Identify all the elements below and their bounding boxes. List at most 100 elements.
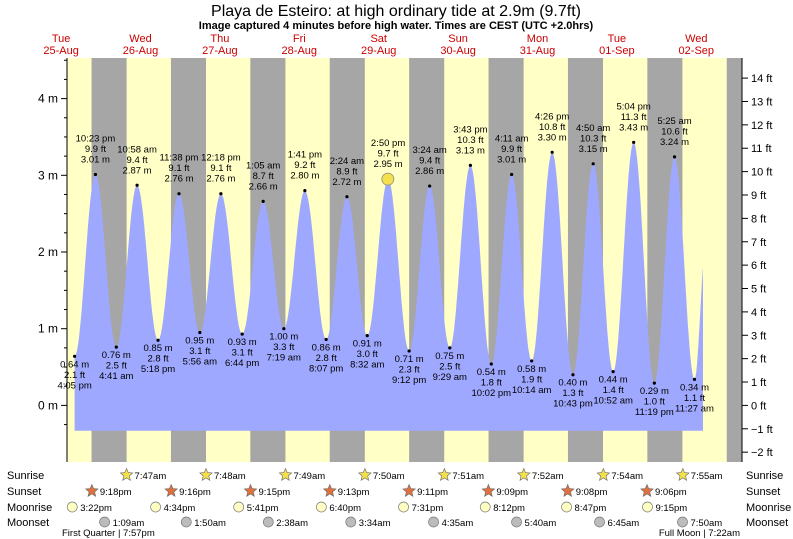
sunset-icon [164, 483, 179, 497]
moonrise-time: 5:41pm [247, 503, 279, 514]
moonrise-icon [233, 501, 245, 513]
event-row-labels: Sunrise Sunset Moonrise Moonset Sunrise … [7, 470, 791, 529]
sunset-icon [84, 483, 99, 497]
high-tide-label: 10:23 pm [76, 134, 116, 145]
low-tide-label: 10:52 am [593, 396, 633, 407]
high-tide-label: 2.76 m [206, 174, 235, 185]
sunset-time: 9:13pm [338, 487, 370, 498]
right-tick-label: −1 ft [751, 424, 773, 436]
sunrise-time: 7:54am [611, 471, 643, 482]
sunset-icon [322, 483, 337, 497]
sunrise-icon [437, 467, 452, 481]
high-tide-label: 5:25 am [657, 116, 691, 127]
low-tide-label: 8:32 am [350, 360, 384, 371]
day-date-label: 29-Aug [361, 45, 396, 57]
right-tick-label: 7 ft [751, 237, 766, 249]
sunrise-time: 7:52am [532, 471, 564, 482]
moonrise-icon [479, 501, 491, 513]
low-tide-point [407, 349, 411, 353]
moonrise-icon [642, 501, 653, 513]
high-tide-label: 9.9 ft [501, 144, 522, 155]
high-tide-label: 9.1 ft [168, 163, 189, 174]
high-tide-label: 9.4 ft [127, 155, 148, 166]
low-tide-label: 0.64 m [60, 359, 89, 370]
low-tide-label: 0.86 m [312, 342, 341, 353]
high-tide-label: 3.30 m [538, 132, 567, 143]
high-tide-label: 2.95 m [374, 159, 403, 170]
low-tide-label: 0.58 m [517, 364, 546, 375]
low-tide-label: 2.5 ft [439, 361, 460, 372]
sunrise-label-left: Sunrise [7, 470, 44, 482]
right-tick-label: 9 ft [751, 190, 766, 202]
right-tick-label: 0 ft [751, 400, 766, 412]
right-tick-label: 12 ft [751, 120, 772, 132]
high-tide-label: 4:26 pm [535, 111, 569, 122]
low-tide-label: 10:02 pm [471, 388, 511, 399]
current-tide-marker [381, 172, 395, 186]
day-labels: Tue25-AugWed26-AugThu27-AugFri28-AugSat2… [43, 33, 714, 57]
high-tide-point [428, 184, 432, 188]
high-tide-label: 2.72 m [332, 177, 361, 188]
moonset-label-right: Moonset [746, 517, 788, 529]
high-tide-label: 1:05 am [246, 160, 280, 171]
low-tide-label: 9:12 pm [392, 375, 426, 386]
low-tide-label: 11:27 am [675, 403, 714, 414]
low-tide-point [198, 330, 202, 335]
low-tide-label: 0.93 m [228, 337, 257, 348]
moonrise-icon [398, 501, 409, 513]
right-tick-label: 5 ft [751, 284, 766, 296]
high-tide-label: 5:04 pm [616, 101, 650, 112]
low-tide-point [156, 338, 160, 342]
low-tide-label: 6:44 pm [225, 358, 259, 369]
low-tide-label: 0.85 m [144, 343, 173, 354]
high-tide-point [135, 183, 139, 187]
high-tide-label: 4:11 am [495, 134, 529, 145]
day-date-label: 02-Sep [679, 45, 714, 57]
low-tide-label: 0.44 m [599, 375, 628, 386]
sunset-icon [640, 483, 654, 497]
chart-title: Playa de Esteiro: at high ordinary tide … [211, 3, 581, 20]
day-name-label: Sat [370, 33, 387, 45]
high-tide-label: 12:18 pm [201, 153, 241, 164]
high-tide-label: 3.24 m [660, 137, 689, 148]
moonset-icon [511, 516, 522, 528]
high-tide-label: 2.80 m [290, 171, 319, 182]
low-tide-point [240, 332, 244, 336]
high-tide-label: 10.3 ft [580, 133, 607, 144]
moonrise-time: 8:47pm [575, 503, 607, 514]
sunrise-time: 7:49am [293, 471, 325, 482]
day-name-label: Fri [293, 33, 306, 45]
high-tide-label: 3.43 m [619, 122, 648, 133]
sunset-time: 9:16pm [179, 487, 211, 498]
low-tide-label: 0.95 m [185, 336, 214, 347]
day-name-label: Wed [685, 33, 707, 45]
moonset-icon [99, 516, 110, 528]
high-tide-label: 2.66 m [249, 181, 278, 192]
night-band [726, 58, 742, 462]
day-name-label: Mon [527, 33, 548, 45]
high-tide-point [345, 195, 349, 199]
low-tide-label: 10:14 am [512, 385, 552, 396]
high-tide-label: 8.7 ft [253, 171, 274, 182]
moonset-icon [262, 516, 274, 528]
right-tick-label: 14 ft [751, 73, 772, 85]
left-tick-label: 4 m [38, 92, 58, 106]
sunrise-time: 7:50am [373, 471, 405, 482]
moonset-icon [345, 516, 357, 528]
moonset-icon [428, 516, 439, 528]
day-date-label: 31-Aug [520, 45, 555, 57]
high-tide-label: 10:58 am [117, 144, 157, 155]
left-axis-ticks: 4 m 3 m 2 m 1 m 0 m [38, 59, 67, 426]
moonrise-icon [561, 501, 572, 513]
day-date-label: 26-Aug [123, 45, 158, 57]
high-tide-label: 2:50 pm [371, 138, 405, 149]
moonrise-label-left: Moonrise [7, 502, 52, 514]
high-tide-label: 11.3 ft [621, 112, 647, 123]
right-tick-label: 13 ft [751, 96, 772, 108]
high-tide-label: 10.6 ft [661, 126, 688, 137]
high-tide-point [510, 172, 514, 177]
right-tick-label: 3 ft [751, 330, 766, 342]
low-tide-label: 0.71 m [395, 354, 424, 365]
low-tide-point [692, 377, 697, 381]
high-tide-label: 11:38 pm [160, 153, 199, 164]
